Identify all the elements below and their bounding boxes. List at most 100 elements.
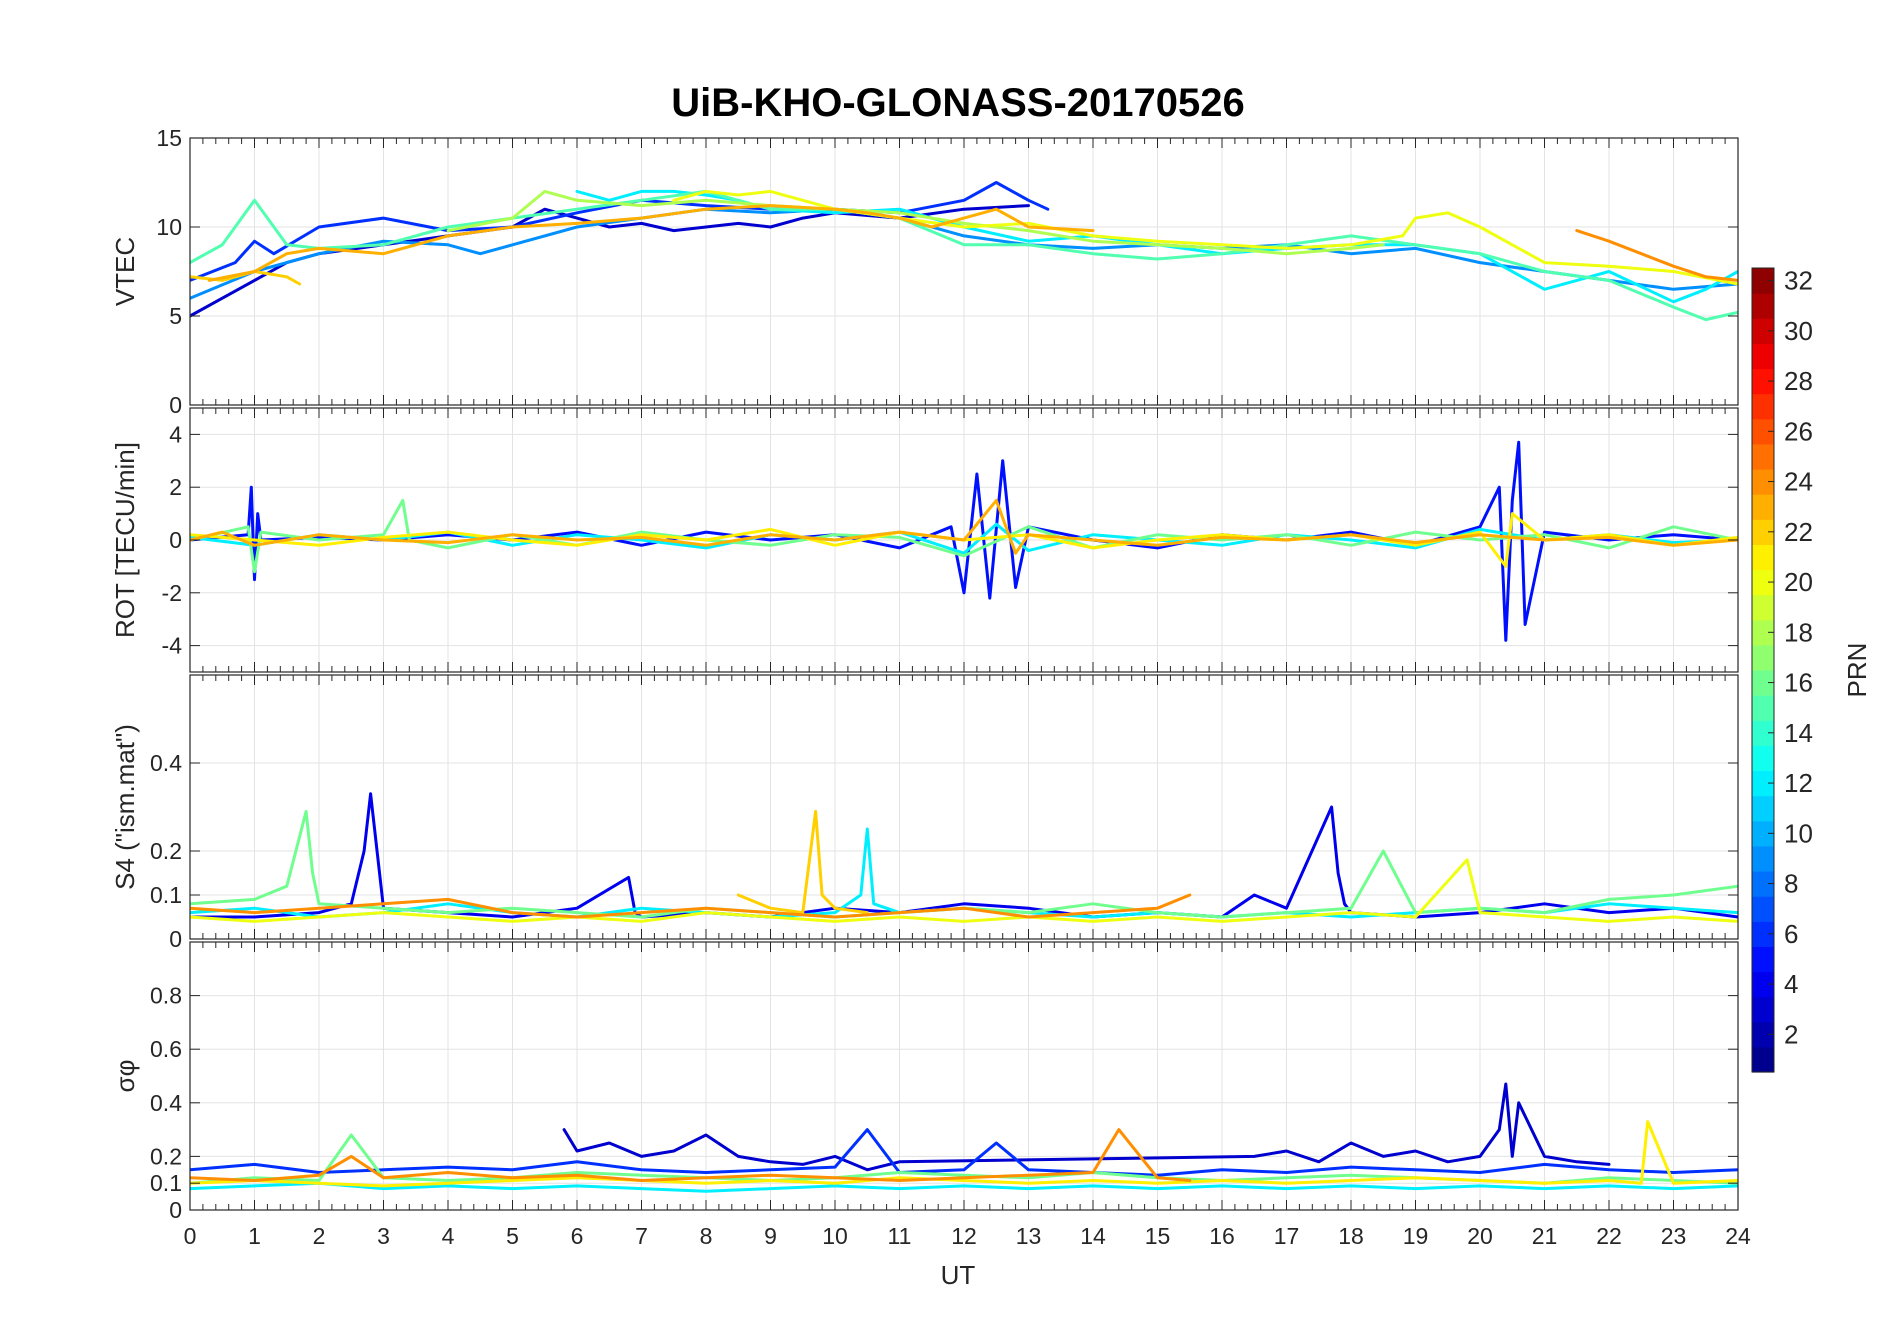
series-prn-20: [672, 189, 1738, 286]
x-tick-label: 15: [1145, 1223, 1171, 1249]
colorbar-swatch: [1752, 946, 1774, 973]
x-tick-label: 6: [571, 1223, 584, 1249]
y-tick-label: 0.4: [150, 1090, 182, 1116]
chart-title: UiB-KHO-GLONASS-20170526: [671, 81, 1245, 125]
x-tick-label: 11: [888, 1223, 912, 1249]
colorbar-tick-label: 30: [1784, 316, 1813, 346]
colorbar-tick-label: 22: [1784, 517, 1813, 547]
series-prn-6: [190, 1128, 1738, 1177]
x-tick-label: 18: [1338, 1223, 1364, 1249]
colorbar-swatch: [1752, 368, 1774, 395]
series-group: [190, 792, 1738, 923]
y-tick-label: 5: [169, 303, 182, 329]
x-tick-label: 13: [1016, 1223, 1042, 1249]
colorbar-tick-label: 16: [1784, 668, 1813, 698]
y-tick-label: 10: [156, 214, 182, 240]
colorbar-swatch: [1752, 644, 1774, 671]
colorbar-swatch: [1752, 845, 1774, 872]
colorbar-tick-label: 4: [1784, 969, 1798, 999]
y-tick-label: 0.1: [150, 1170, 182, 1196]
colorbar-tick-label: 14: [1784, 718, 1813, 748]
x-axis-label: UT: [941, 1260, 976, 1290]
colorbar-swatch: [1752, 820, 1774, 847]
x-tick-label: 3: [377, 1223, 390, 1249]
series-prn-18: [446, 189, 1385, 256]
colorbar-swatch: [1752, 594, 1774, 621]
x-tick-label: 4: [442, 1223, 455, 1249]
x-tick-label: 14: [1080, 1223, 1106, 1249]
y-tick-label: -2: [162, 580, 182, 606]
panel-1: 0 5 10 15 VTEC: [110, 125, 1739, 418]
series-prn-24: [1575, 229, 1738, 282]
y-tick-label: 0: [169, 392, 182, 418]
colorbar-swatch: [1752, 343, 1774, 370]
colorbar-swatch: [1752, 896, 1774, 922]
x-tick-label: 17: [1274, 1223, 1300, 1249]
y-tick-label: 15: [156, 125, 182, 151]
x-tick-label: 7: [635, 1223, 648, 1249]
colorbar-swatch: [1752, 293, 1774, 319]
series-prn-3: [562, 1082, 1611, 1172]
x-tick-label: 2: [313, 1223, 326, 1249]
colorbar-swatch: [1752, 318, 1774, 344]
y-axis-label: S4 ("ism.mat"): [110, 724, 140, 890]
colorbar-swatch: [1752, 745, 1774, 772]
series-prn-16: [190, 498, 1738, 574]
x-tick-label: 22: [1596, 1223, 1622, 1249]
colorbar-swatch: [1752, 469, 1774, 495]
colorbar-swatch: [1752, 1021, 1774, 1048]
x-tick-label: 16: [1209, 1223, 1235, 1249]
x-tick-label: 9: [764, 1223, 777, 1249]
colorbar-swatch: [1752, 670, 1774, 696]
series-group: [190, 440, 1738, 642]
y-tick-label: -4: [162, 633, 183, 659]
colorbar-swatch: [1752, 494, 1774, 520]
y-tick-label: 0.8: [150, 983, 182, 1009]
axes-box: [189, 941, 1739, 1211]
y-tick-label: 0.2: [150, 838, 182, 864]
colorbar-swatch: [1752, 695, 1774, 721]
series-prn-23: [207, 204, 1095, 282]
colorbar-swatch: [1752, 996, 1774, 1023]
colorbar-tick-label: 6: [1784, 919, 1798, 949]
colorbar-swatch: [1752, 569, 1774, 596]
x-tick-label: 10: [822, 1223, 848, 1249]
y-tick-label: 2: [169, 474, 182, 500]
colorbar-swatch: [1752, 268, 1774, 294]
colorbar-tick-label: 10: [1784, 818, 1813, 848]
colorbar-swatch: [1752, 544, 1774, 571]
colorbar-label: PRN: [1842, 643, 1872, 698]
series-prn-24: [190, 893, 1192, 919]
colorbar-frame: [1751, 267, 1775, 1073]
x-tick-label: 1: [248, 1223, 261, 1249]
y-tick-label: 0.2: [150, 1143, 182, 1169]
series-prn-6: [190, 181, 1050, 282]
series-group: [190, 181, 1738, 322]
series-group: [190, 1082, 1738, 1193]
series-prn-23: [190, 498, 1738, 555]
colorbar-tick-label: 2: [1784, 1019, 1798, 1049]
colorbar-swatch: [1752, 770, 1774, 797]
colorbar-swatch: [1752, 921, 1774, 947]
y-axis-label: VTEC: [110, 237, 140, 306]
colorbar-swatch: [1752, 871, 1774, 897]
series-prn-20: [190, 858, 1738, 923]
y-tick-label: 4: [169, 421, 182, 447]
colorbar-tick-label: 8: [1784, 869, 1798, 899]
series-prn-22: [736, 809, 869, 915]
colorbar-tick-label: 18: [1784, 617, 1813, 647]
colorbar-swatch: [1752, 393, 1774, 420]
x-tick-label: 0: [184, 1223, 197, 1249]
colorbar-tick-label: 28: [1784, 366, 1813, 396]
colorbar-swatch: [1752, 619, 1774, 646]
y-tick-label: 0.4: [150, 750, 182, 776]
colorbar-swatch: [1752, 418, 1774, 445]
colorbar-tick-label: 26: [1784, 416, 1813, 446]
y-tick-label: 0.6: [150, 1036, 182, 1062]
y-tick-label: 0: [169, 926, 182, 952]
x-tick-label: 20: [1467, 1223, 1493, 1249]
panel-2: -4 -2 0 2 4 ROT [TECU/min]: [110, 407, 1739, 673]
series-prn-24: [190, 1128, 1192, 1182]
